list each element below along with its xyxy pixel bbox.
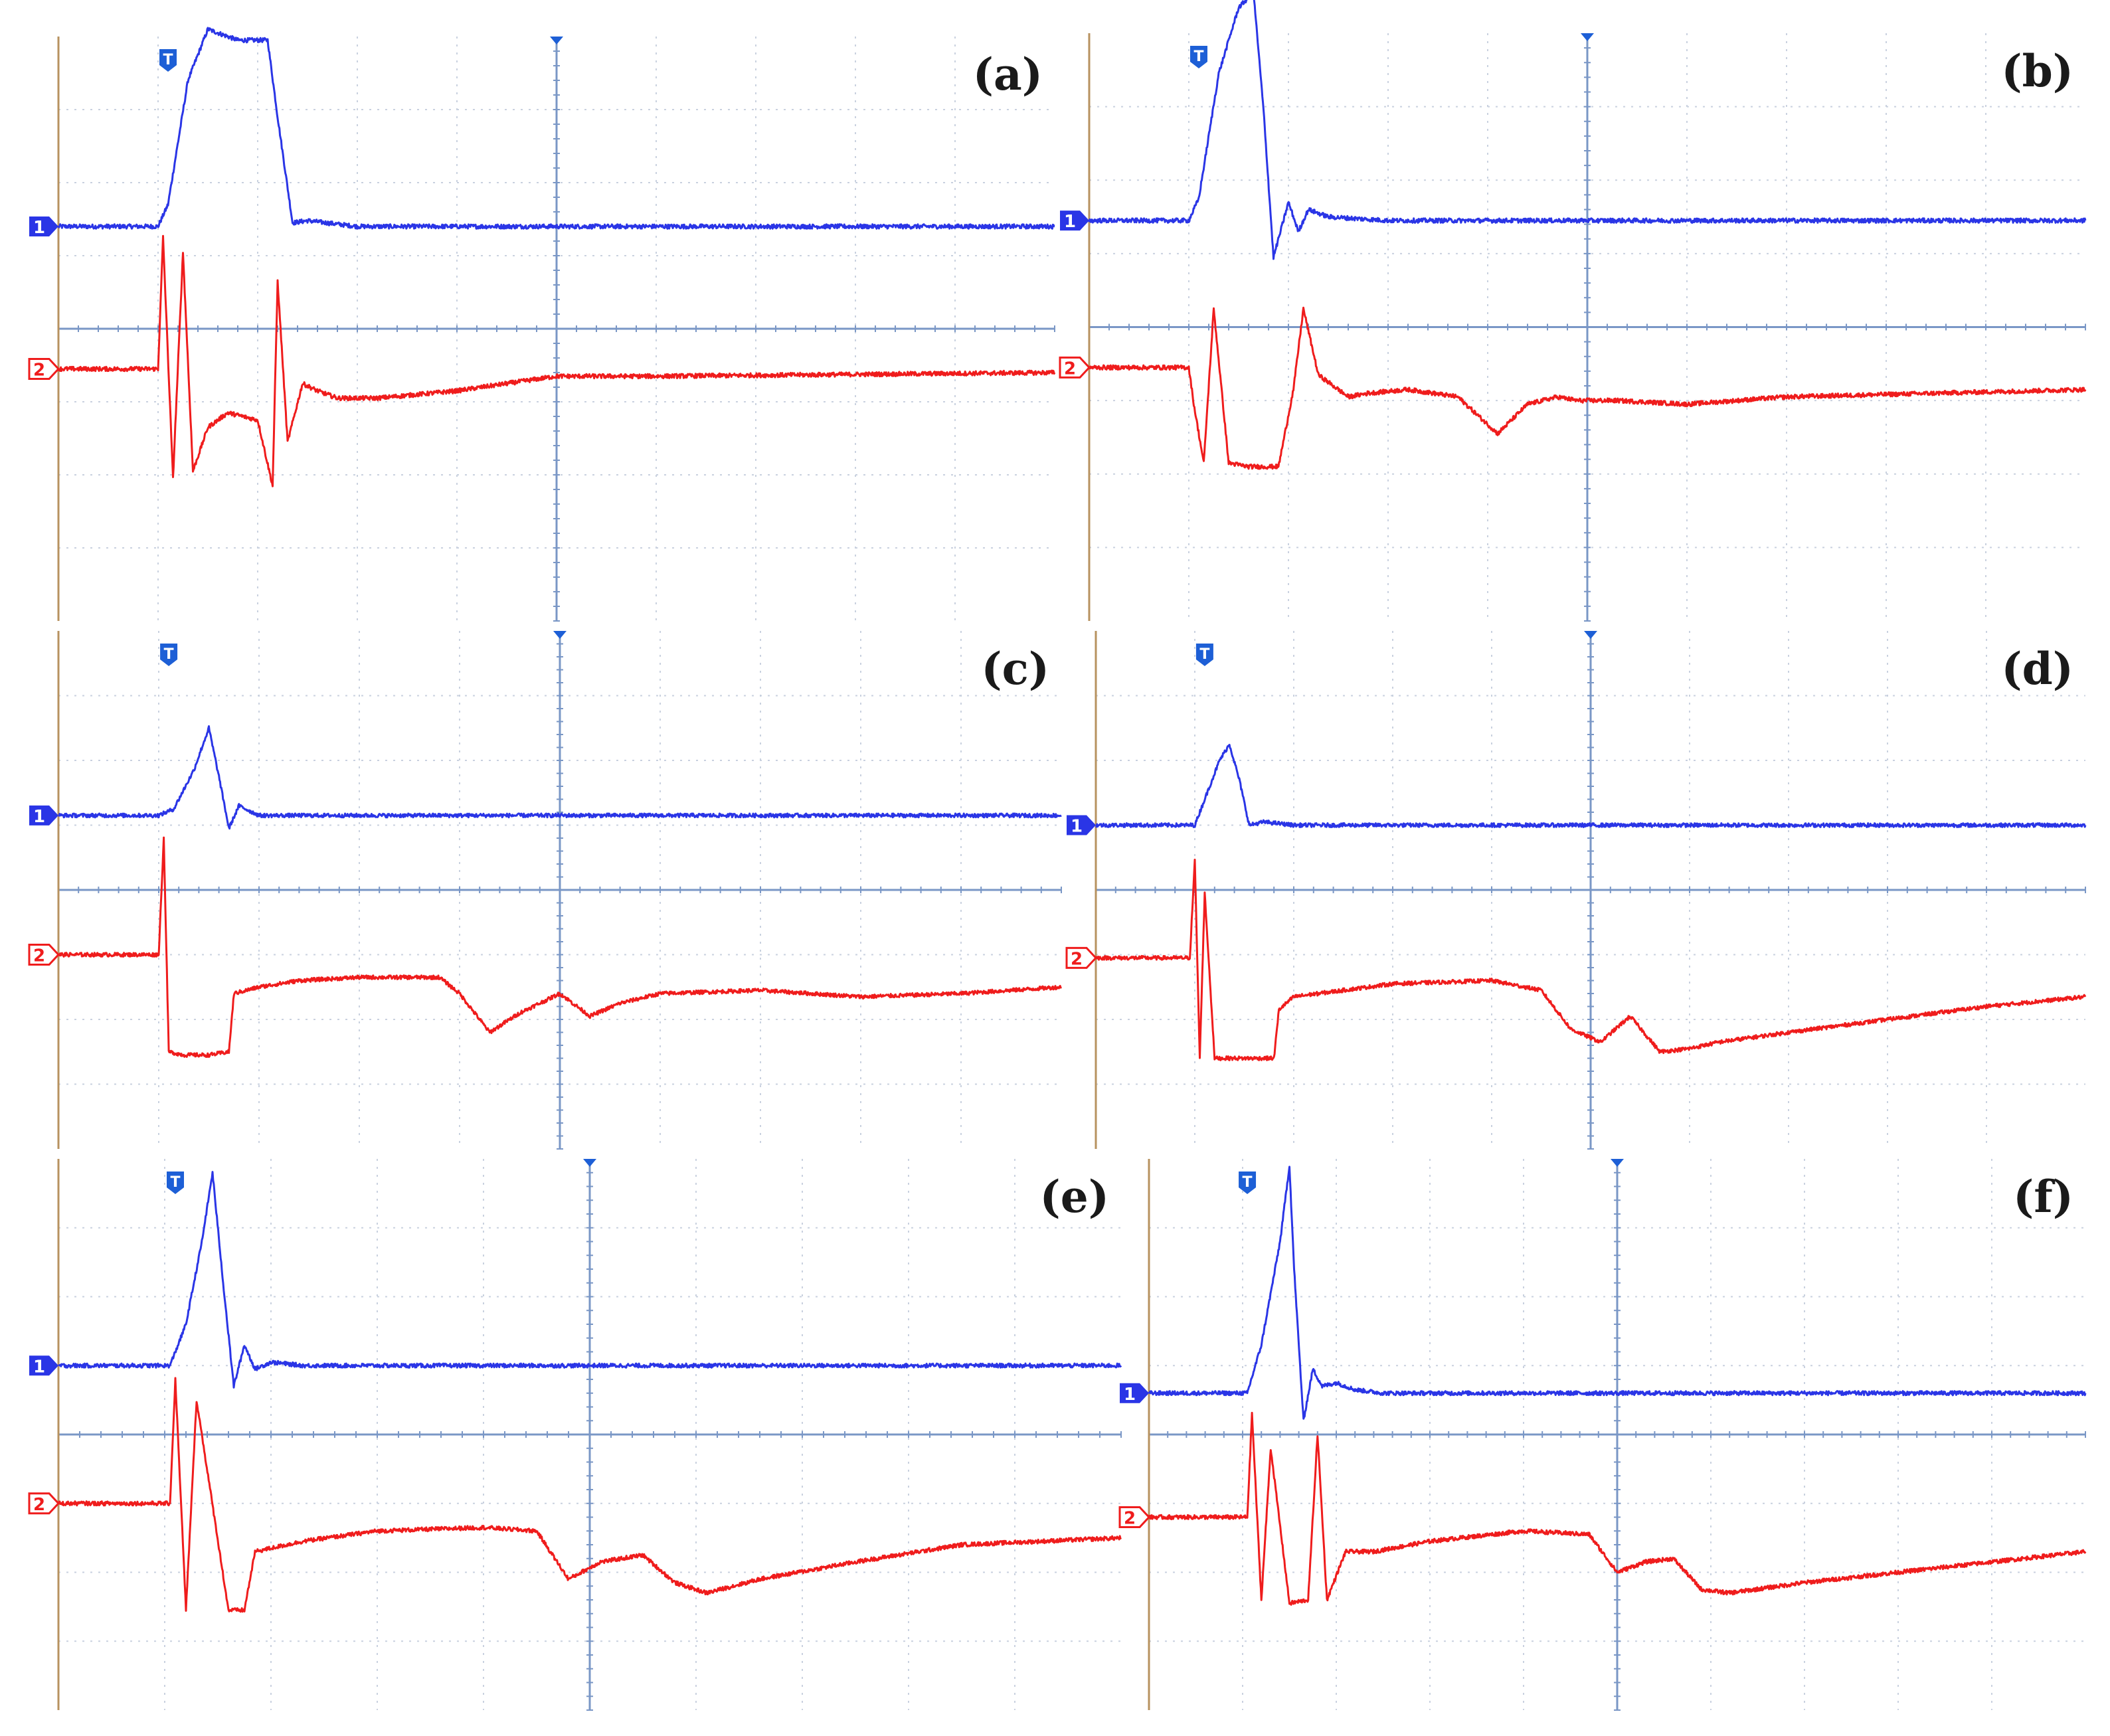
- svg-text:T: T: [163, 52, 173, 68]
- panel-d: 1 2 T (d): [1065, 631, 2087, 1150]
- panel-label: (f): [2013, 1171, 2073, 1223]
- panel-label: (b): [2001, 45, 2073, 97]
- channel-1-marker: 1: [1120, 1383, 1149, 1405]
- channel-1-trace: [58, 1171, 1122, 1389]
- channel-2-marker: 2: [28, 1492, 60, 1515]
- trigger-marker: T: [1195, 644, 1213, 666]
- channel-2-trace: [58, 836, 1062, 1058]
- panel-a: 1 2 T (a): [28, 27, 1056, 622]
- svg-text:1: 1: [1064, 212, 1076, 232]
- trigger-marker: T: [1190, 46, 1207, 68]
- channel-2-marker: 2: [1118, 1506, 1151, 1529]
- time-position-marker: [550, 37, 563, 44]
- svg-text:2: 2: [33, 946, 45, 966]
- svg-text:1: 1: [33, 1357, 45, 1377]
- time-position-marker: [1581, 33, 1594, 41]
- channel-2-trace: [58, 1377, 1122, 1613]
- panel-label: (a): [973, 48, 1043, 100]
- svg-text:2: 2: [1071, 949, 1083, 969]
- svg-text:T: T: [1199, 646, 1209, 663]
- svg-text:2: 2: [33, 361, 45, 381]
- channel-1-trace: [1095, 744, 2087, 828]
- trigger-marker: T: [159, 49, 177, 72]
- channel-2-marker: 2: [1059, 356, 1091, 379]
- channel-1-marker: 1: [29, 217, 58, 238]
- svg-text:1: 1: [33, 218, 45, 238]
- channel-2-marker: 2: [28, 944, 60, 966]
- time-position-marker: [1611, 1159, 1624, 1167]
- panel-c: 1 2 T (c): [28, 631, 1062, 1150]
- trigger-marker: T: [160, 644, 178, 666]
- channel-1-marker: 1: [1060, 211, 1089, 232]
- trigger-marker: T: [1239, 1172, 1257, 1194]
- panel-label: (d): [2001, 643, 2073, 695]
- panel-b: 1 2 T (b): [1059, 0, 2087, 622]
- svg-text:2: 2: [1124, 1509, 1136, 1529]
- svg-text:2: 2: [1064, 359, 1076, 379]
- channel-2-marker: 2: [1065, 946, 1098, 969]
- svg-text:T: T: [170, 1174, 180, 1191]
- time-position-marker: [1584, 631, 1597, 639]
- channel-1-trace: [57, 27, 1055, 230]
- svg-text:T: T: [1193, 48, 1203, 65]
- channel-1-marker: 1: [29, 1355, 58, 1377]
- svg-text:T: T: [1243, 1174, 1253, 1191]
- channel-1-trace: [58, 725, 1062, 830]
- channel-1-trace: [1088, 0, 2087, 260]
- time-position-marker: [583, 1159, 596, 1167]
- time-position-marker: [553, 631, 567, 639]
- svg-text:T: T: [164, 646, 174, 663]
- channel-2-marker: 2: [28, 358, 60, 381]
- panel-label: (e): [1040, 1171, 1109, 1223]
- svg-text:2: 2: [33, 1495, 45, 1515]
- panel-e: 1 2 T (e): [28, 1159, 1122, 1711]
- panel-f: 1 2 T (f): [1118, 1159, 2087, 1711]
- panel-label: (c): [981, 643, 1049, 695]
- trigger-marker: T: [167, 1172, 184, 1194]
- svg-text:1: 1: [33, 807, 45, 827]
- channel-2-trace: [1088, 306, 2087, 470]
- channel-1-marker: 1: [29, 805, 58, 827]
- svg-text:1: 1: [1071, 817, 1083, 837]
- channel-2-trace: [57, 234, 1056, 487]
- channel-1-trace: [1148, 1166, 2087, 1420]
- channel-2-trace: [1148, 1411, 2087, 1606]
- channel-1-marker: 1: [1067, 815, 1096, 837]
- svg-text:1: 1: [1124, 1385, 1136, 1405]
- channel-2-trace: [1095, 859, 2087, 1061]
